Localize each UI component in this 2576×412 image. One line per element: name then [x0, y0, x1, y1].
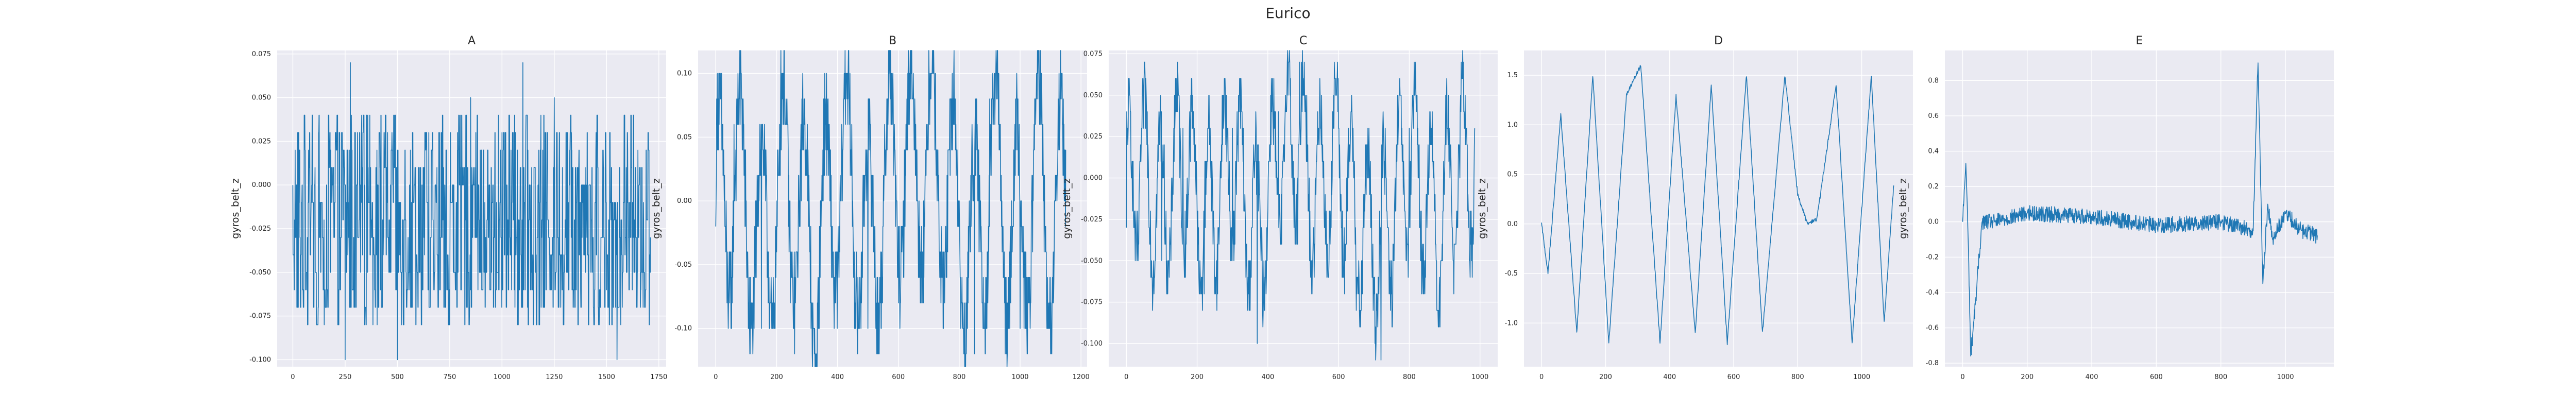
- subplot-a: 0 250 500 750 1000 1250 1500 1750 -0.100 -0.075 -0…: [230, 35, 667, 381]
- y-tick-label: -0.025: [249, 225, 271, 233]
- x-tick-label: 400: [831, 373, 844, 381]
- x-tick-label: 800: [1403, 373, 1416, 381]
- y-axis-label-c: gyros_belt_z: [1061, 178, 1073, 239]
- x-tick-label: 800: [1791, 373, 1804, 381]
- y-tick-label: -0.100: [249, 356, 271, 364]
- y-tick-label: 0.025: [1083, 133, 1103, 141]
- plot-area-c: [1109, 50, 1498, 367]
- series-line-b: [715, 50, 1066, 367]
- x-tick-label: 200: [1599, 373, 1612, 381]
- y-tick-label: -0.2: [1926, 253, 1939, 261]
- subplot-d: 0 200 400 600 800 1000 -1.0 -0.5 0.0 0.5 1.0 1.5 Dgy…: [1477, 35, 1913, 381]
- y-tick-label: -0.6: [1926, 324, 1939, 332]
- x-tick-label: 0: [714, 373, 718, 381]
- y-tick-label: 0.000: [252, 181, 271, 189]
- y-tick-label: 0.10: [677, 70, 692, 78]
- y-tick-label: 1.0: [1507, 121, 1518, 129]
- x-tick-label: 600: [892, 373, 905, 381]
- plot-area-d: [1524, 50, 1913, 367]
- series-line-e: [1962, 62, 2318, 357]
- subplot-b: 0 200 400 600 800 1000 1200 -0.10 -0.05 0.00 0.05 0…: [651, 35, 1090, 381]
- y-tick-label: 0.8: [1928, 77, 1939, 84]
- x-tick-label: 0: [1539, 373, 1544, 381]
- x-tick-label: 200: [1191, 373, 1204, 381]
- y-tick-label: -0.025: [1081, 216, 1103, 224]
- y-tick-label: 0.075: [252, 50, 271, 58]
- figure-title: Eurico: [1265, 5, 1310, 22]
- y-tick-label: -0.8: [1926, 359, 1939, 367]
- y-tick-label: -0.100: [1081, 340, 1103, 348]
- y-tick-label: 0.000: [1083, 175, 1103, 182]
- y-tick-label: -0.075: [1081, 299, 1103, 306]
- y-tick-label: -0.050: [1081, 257, 1103, 265]
- x-tick-label: 0: [1960, 373, 1964, 381]
- x-tick-label: 1500: [598, 373, 615, 381]
- x-tick-label: 200: [2021, 373, 2033, 381]
- y-tick-label: 0.075: [1083, 50, 1103, 58]
- subplot-title-c: C: [1299, 35, 1307, 47]
- y-axis-label-b: gyros_belt_z: [651, 178, 662, 239]
- x-tick-label: 400: [1663, 373, 1676, 381]
- subplot-title-e: E: [2136, 35, 2143, 47]
- y-tick-label: -0.05: [674, 261, 692, 269]
- x-tick-label: 1000: [1471, 373, 1488, 381]
- x-tick-label: 500: [391, 373, 404, 381]
- y-tick-label: 0.4: [1928, 148, 1939, 156]
- y-tick-label: 0.025: [252, 138, 271, 145]
- x-tick-label: 600: [2150, 373, 2163, 381]
- x-tick-label: 400: [1261, 373, 1274, 381]
- x-tick-label: 200: [770, 373, 783, 381]
- x-tick-label: 1000: [2277, 373, 2294, 381]
- x-tick-label: 1750: [650, 373, 667, 381]
- series-line-d: [1541, 64, 1894, 346]
- x-tick-label: 1200: [1073, 373, 1090, 381]
- y-tick-label: 0.6: [1928, 112, 1939, 120]
- y-tick-label: 1.5: [1507, 72, 1518, 79]
- x-tick-label: 800: [953, 373, 965, 381]
- x-tick-label: 600: [1332, 373, 1345, 381]
- y-tick-label: 0.2: [1928, 183, 1939, 191]
- x-tick-label: 250: [339, 373, 352, 381]
- x-tick-label: 0: [1124, 373, 1128, 381]
- series-line-a: [292, 62, 651, 360]
- x-tick-label: 750: [443, 373, 456, 381]
- subplot-e: 0 200 400 600 800 1000 -0.8 -0.6 -0.4 -0.2 0.0 0.2 0…: [1897, 35, 2334, 381]
- y-tick-label: 0.050: [252, 94, 271, 102]
- y-tick-label: -1.0: [1505, 319, 1518, 327]
- series-line-c: [1126, 50, 1476, 360]
- x-tick-label: 600: [1727, 373, 1740, 381]
- y-tick-label: -0.075: [249, 313, 271, 320]
- plot-area-e: [1945, 50, 2334, 367]
- subplot-title-a: A: [468, 35, 476, 47]
- subplot-grid: 0 250 500 750 1000 1250 1500 1750-0.100-0.075-0…: [230, 35, 2334, 381]
- y-tick-label: -0.050: [249, 269, 271, 277]
- x-tick-label: 800: [2214, 373, 2227, 381]
- x-tick-label: 1000: [1853, 373, 1870, 381]
- x-tick-label: 1250: [546, 373, 563, 381]
- x-tick-label: 400: [2086, 373, 2098, 381]
- y-axis-label-a: gyros_belt_z: [230, 178, 241, 239]
- y-tick-label: 0.5: [1507, 171, 1518, 179]
- y-tick-label: -0.10: [674, 325, 692, 333]
- x-tick-label: 1000: [1011, 373, 1028, 381]
- y-axis-label-d: gyros_belt_z: [1477, 178, 1488, 239]
- y-tick-label: -0.5: [1505, 270, 1518, 278]
- subplot-title-d: D: [1714, 35, 1723, 47]
- subplot-c: 0 200 400 600 800 1000 -0.100 -0.075 -0.050 -0.02…: [1061, 35, 1498, 381]
- y-tick-label: -0.4: [1926, 289, 1939, 297]
- y-tick-label: 0.0: [1507, 220, 1518, 228]
- subplot-title-b: B: [889, 35, 896, 47]
- y-tick-label: 0.00: [677, 197, 692, 205]
- y-axis-label-e: gyros_belt_z: [1897, 178, 1909, 239]
- y-tick-label: 0.050: [1083, 92, 1103, 99]
- y-tick-label: 0.0: [1928, 218, 1939, 226]
- y-tick-label: 0.05: [677, 133, 692, 141]
- x-tick-label: 1000: [494, 373, 511, 381]
- x-tick-label: 0: [291, 373, 295, 381]
